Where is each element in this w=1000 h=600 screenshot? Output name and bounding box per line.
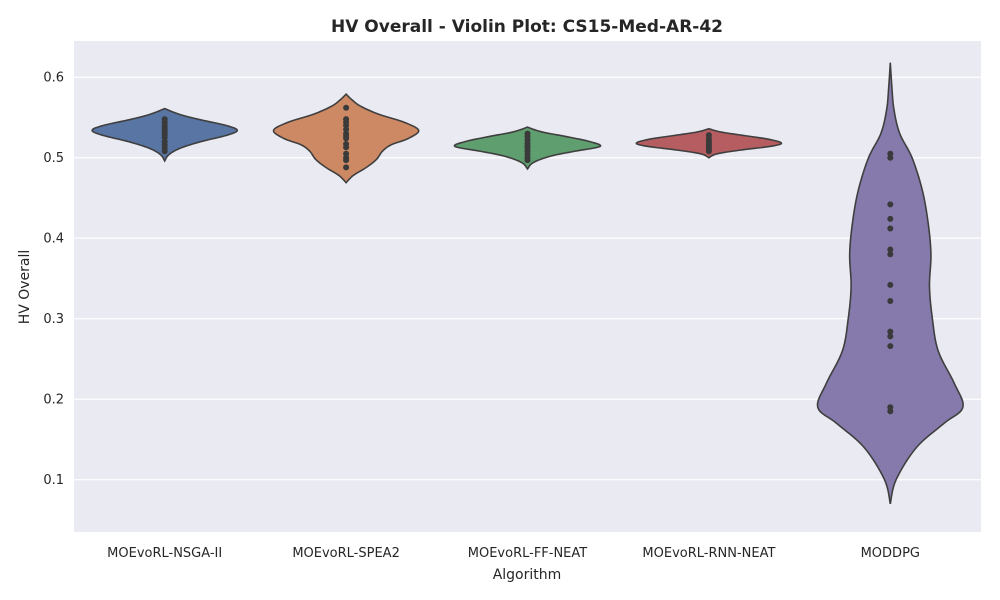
data-point bbox=[161, 148, 168, 155]
y-tick-label: 0.5 bbox=[43, 151, 64, 166]
data-point bbox=[524, 157, 531, 164]
data-point bbox=[887, 225, 894, 232]
chart-title: HV Overall - Violin Plot: CS15-Med-AR-42 bbox=[331, 17, 723, 37]
x-tick-label: MOEvoRL-RNN-NEAT bbox=[642, 546, 775, 561]
y-tick-label: 0.4 bbox=[43, 232, 64, 247]
x-tick-label: MOEvoRL-NSGA-II bbox=[107, 546, 222, 561]
data-point bbox=[887, 333, 894, 340]
x-tick-label: MOEvoRL-SPEA2 bbox=[292, 546, 400, 561]
x-tick-label: MODDPG bbox=[861, 546, 920, 561]
y-tick-label: 0.2 bbox=[43, 393, 64, 408]
x-ticks: MOEvoRL-NSGA-II MOEvoRL-SPEA2 MOEvoRL-FF-N… bbox=[107, 546, 920, 561]
data-point bbox=[887, 154, 894, 161]
x-axis-label: Algorithm bbox=[493, 567, 562, 583]
y-tick-label: 0.3 bbox=[43, 312, 64, 327]
data-point bbox=[343, 135, 350, 142]
data-point bbox=[343, 164, 350, 171]
data-point bbox=[343, 157, 350, 164]
data-point bbox=[887, 281, 894, 288]
data-point bbox=[887, 246, 894, 253]
data-point bbox=[343, 104, 350, 111]
y-tick-label: 0.6 bbox=[43, 71, 64, 86]
data-point bbox=[887, 201, 894, 208]
y-ticks: 0.1 0.2 0.3 0.4 0.5 0.6 bbox=[43, 71, 64, 488]
y-tick-label: 0.1 bbox=[43, 473, 64, 488]
data-point bbox=[887, 297, 894, 304]
x-tick-label: MOEvoRL-FF-NEAT bbox=[468, 546, 588, 561]
data-point bbox=[705, 148, 712, 155]
plot-background bbox=[74, 41, 981, 532]
y-axis-label: HV Overall bbox=[17, 250, 33, 325]
data-point bbox=[343, 144, 350, 151]
data-points bbox=[161, 104, 894, 415]
data-point bbox=[887, 215, 894, 222]
data-point bbox=[887, 328, 894, 335]
data-point bbox=[887, 251, 894, 258]
data-point bbox=[887, 343, 894, 350]
data-point bbox=[887, 408, 894, 415]
